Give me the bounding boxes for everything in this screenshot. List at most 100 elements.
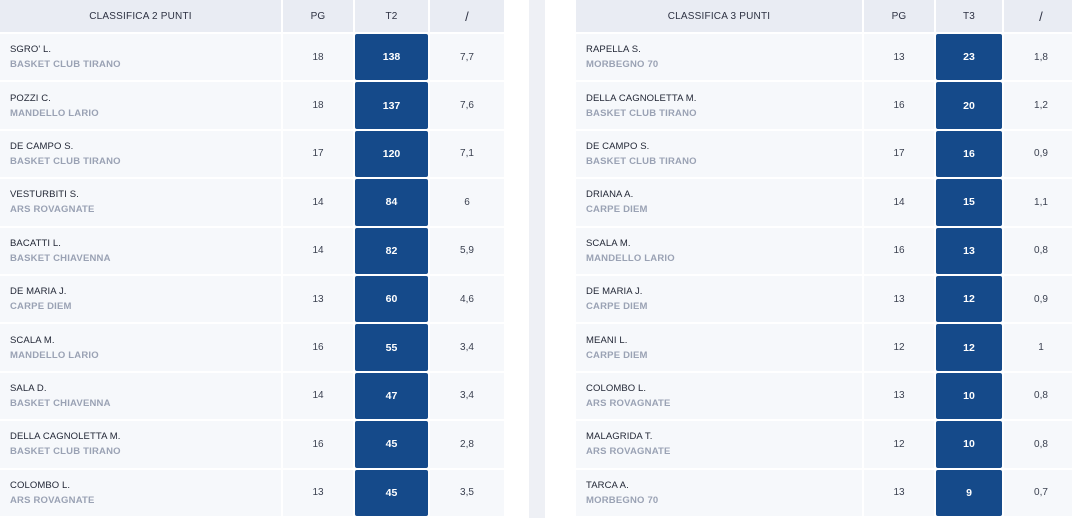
player-name: SALA D. [10,382,47,394]
player-cell: COLOMBO L. ARS ROVAGNATE [0,469,281,516]
stat-average-cell: 7,7 [430,34,504,81]
player-team: ARS ROVAGNATE [10,204,95,216]
player-cell: DRIANA A. CARPE DIEM [576,179,862,226]
player-cell: MEANI L. CARPE DIEM [576,324,862,371]
stat-average-cell: 7,1 [430,130,504,178]
stat-total-cell: 60 [355,275,428,323]
games-played-cell: 16 [283,421,353,468]
player-team: BASKET CLUB TIRANO [10,446,121,458]
column-header-avg: / [1004,0,1072,32]
stat-total-cell: 10 [936,421,1002,468]
player-team: ARS ROVAGNATE [586,446,671,458]
player-name: BACATTI L. [10,237,61,249]
player-name: DE CAMPO S. [10,140,74,152]
player-team: CARPE DIEM [586,349,648,361]
stat-total-cell: 55 [355,324,428,371]
player-cell: SCALA M. MANDELLO LARIO [576,227,862,274]
ranking-table-3pt: CLASSIFICA 3 PUNTI PG T3 / RAPELLA S. MOR… [576,0,1072,518]
stat-average-cell: 0,8 [1004,372,1072,420]
player-name: RAPELLA S. [586,44,641,56]
stat-total-cell: 82 [355,227,428,274]
games-played-cell: 13 [283,469,353,516]
stat-total-cell: 137 [355,82,428,129]
player-cell: RAPELLA S. MORBEGNO 70 [576,34,862,81]
stat-total-cell: 23 [936,34,1002,81]
games-played-cell: 14 [283,179,353,226]
stat-total-cell: 12 [936,275,1002,323]
player-cell: MALAGRIDA T. ARS ROVAGNATE [576,421,862,468]
stat-average-cell: 3,5 [430,469,504,516]
player-name: DELLA CAGNOLETTA M. [586,92,697,104]
stat-total-cell: 16 [936,130,1002,178]
player-cell: COLOMBO L. ARS ROVAGNATE [576,372,862,420]
player-cell: VESTURBITI S. ARS ROVAGNATE [0,179,281,226]
player-team: CARPE DIEM [586,204,648,216]
column-header-pg: PG [864,0,934,32]
games-played-cell: 13 [864,372,934,420]
games-played-cell: 17 [283,130,353,178]
stat-total-cell: 12 [936,324,1002,371]
games-played-cell: 13 [864,469,934,516]
stat-total-cell: 45 [355,421,428,468]
player-team: BASKET CHIAVENNA [10,252,111,264]
player-team: BASKET CLUB TIRANO [10,155,121,167]
player-name: SGRO' L. [10,44,52,56]
player-name: COLOMBO L. [10,479,71,491]
games-played-cell: 14 [864,179,934,226]
player-name: COLOMBO L. [586,382,647,394]
player-name: MALAGRIDA T. [586,431,653,443]
stat-average-cell: 3,4 [430,324,504,371]
stat-average-cell: 2,8 [430,421,504,468]
player-cell: TARCA A. MORBEGNO 70 [576,469,862,516]
ranking-table-2pt: CLASSIFICA 2 PUNTI PG T2 / SGRO' L. BASKE… [0,0,504,518]
player-cell: DE MARIA J. CARPE DIEM [0,275,281,323]
player-cell: DE MARIA J. CARPE DIEM [576,275,862,323]
player-cell: BACATTI L. BASKET CHIAVENNA [0,227,281,274]
player-team: CARPE DIEM [586,301,648,313]
games-played-cell: 17 [864,130,934,178]
games-played-cell: 12 [864,421,934,468]
stat-average-cell: 1 [1004,324,1072,371]
table-title: CLASSIFICA 3 PUNTI [576,0,862,32]
player-name: MEANI L. [586,334,628,346]
stat-average-cell: 3,4 [430,372,504,420]
stat-average-cell: 0,9 [1004,275,1072,323]
player-team: ARS ROVAGNATE [10,494,95,506]
stat-total-cell: 10 [936,372,1002,420]
stat-total-cell: 15 [936,179,1002,226]
games-played-cell: 14 [283,227,353,274]
player-team: MANDELLO LARIO [586,252,675,264]
player-cell: SCALA M. MANDELLO LARIO [0,324,281,371]
stat-total-cell: 120 [355,130,428,178]
player-name: DE MARIA J. [10,286,67,298]
player-cell: SALA D. BASKET CHIAVENNA [0,372,281,420]
stat-average-cell: 7,6 [430,82,504,129]
stat-average-cell: 1,2 [1004,82,1072,129]
player-name: TARCA A. [586,479,629,491]
player-cell: POZZI C. MANDELLO LARIO [0,82,281,129]
stat-total-cell: 13 [936,227,1002,274]
player-cell: DE CAMPO S. BASKET CLUB TIRANO [576,130,862,178]
games-played-cell: 18 [283,82,353,129]
player-name: DE CAMPO S. [586,140,650,152]
player-name: SCALA M. [10,334,55,346]
stat-total-cell: 84 [355,179,428,226]
stat-average-cell: 4,6 [430,275,504,323]
stat-average-cell: 6 [430,179,504,226]
table-title: CLASSIFICA 2 PUNTI [0,0,281,32]
stat-total-cell: 47 [355,372,428,420]
stat-average-cell: 1,8 [1004,34,1072,81]
stat-total-cell: 45 [355,469,428,516]
games-played-cell: 12 [864,324,934,371]
player-name: DE MARIA J. [586,286,643,298]
stat-total-cell: 138 [355,34,428,81]
stat-average-cell: 0,9 [1004,130,1072,178]
player-team: BASKET CLUB TIRANO [586,107,697,119]
stat-average-cell: 0,7 [1004,469,1072,516]
player-team: MORBEGNO 70 [586,494,659,506]
games-played-cell: 14 [283,372,353,420]
games-played-cell: 16 [864,82,934,129]
games-played-cell: 18 [283,34,353,81]
player-name: VESTURBITI S. [10,189,79,201]
stat-total-cell: 9 [936,469,1002,516]
